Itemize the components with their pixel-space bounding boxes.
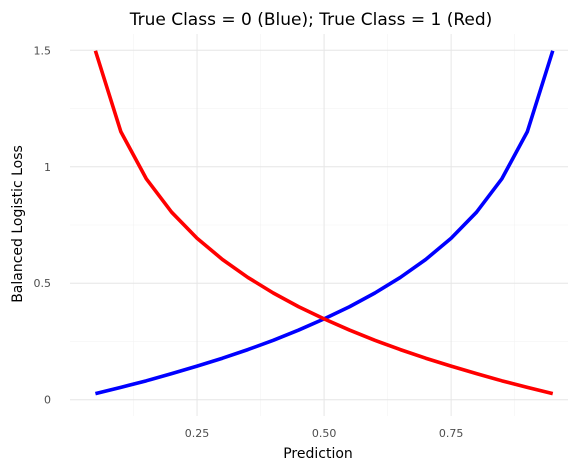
y-tick-label-3: 1.5 [34, 44, 52, 57]
minor-gridlines [70, 34, 568, 416]
y-tick-label-2: 1 [44, 161, 51, 174]
chart-title: True Class = 0 (Blue); True Class = 1 (R… [129, 10, 493, 30]
x-tick-label-1: 0.50 [312, 427, 337, 440]
series-layer [93, 50, 555, 396]
x-tick-label-2: 0.75 [439, 427, 464, 440]
x-axis-ticks: 0.25 0.50 0.75 [185, 427, 464, 440]
x-tick-label-0: 0.25 [185, 427, 210, 440]
major-gridlines [70, 34, 568, 416]
y-axis-label: Balanced Logistic Loss [10, 145, 26, 303]
y-axis-ticks: 0 0.5 1 1.5 [34, 44, 52, 406]
y-tick-label-0: 0 [44, 394, 51, 407]
x-axis-label: Prediction [283, 446, 353, 462]
series-line-1 [93, 50, 554, 396]
y-tick-label-1: 0.5 [34, 277, 52, 290]
